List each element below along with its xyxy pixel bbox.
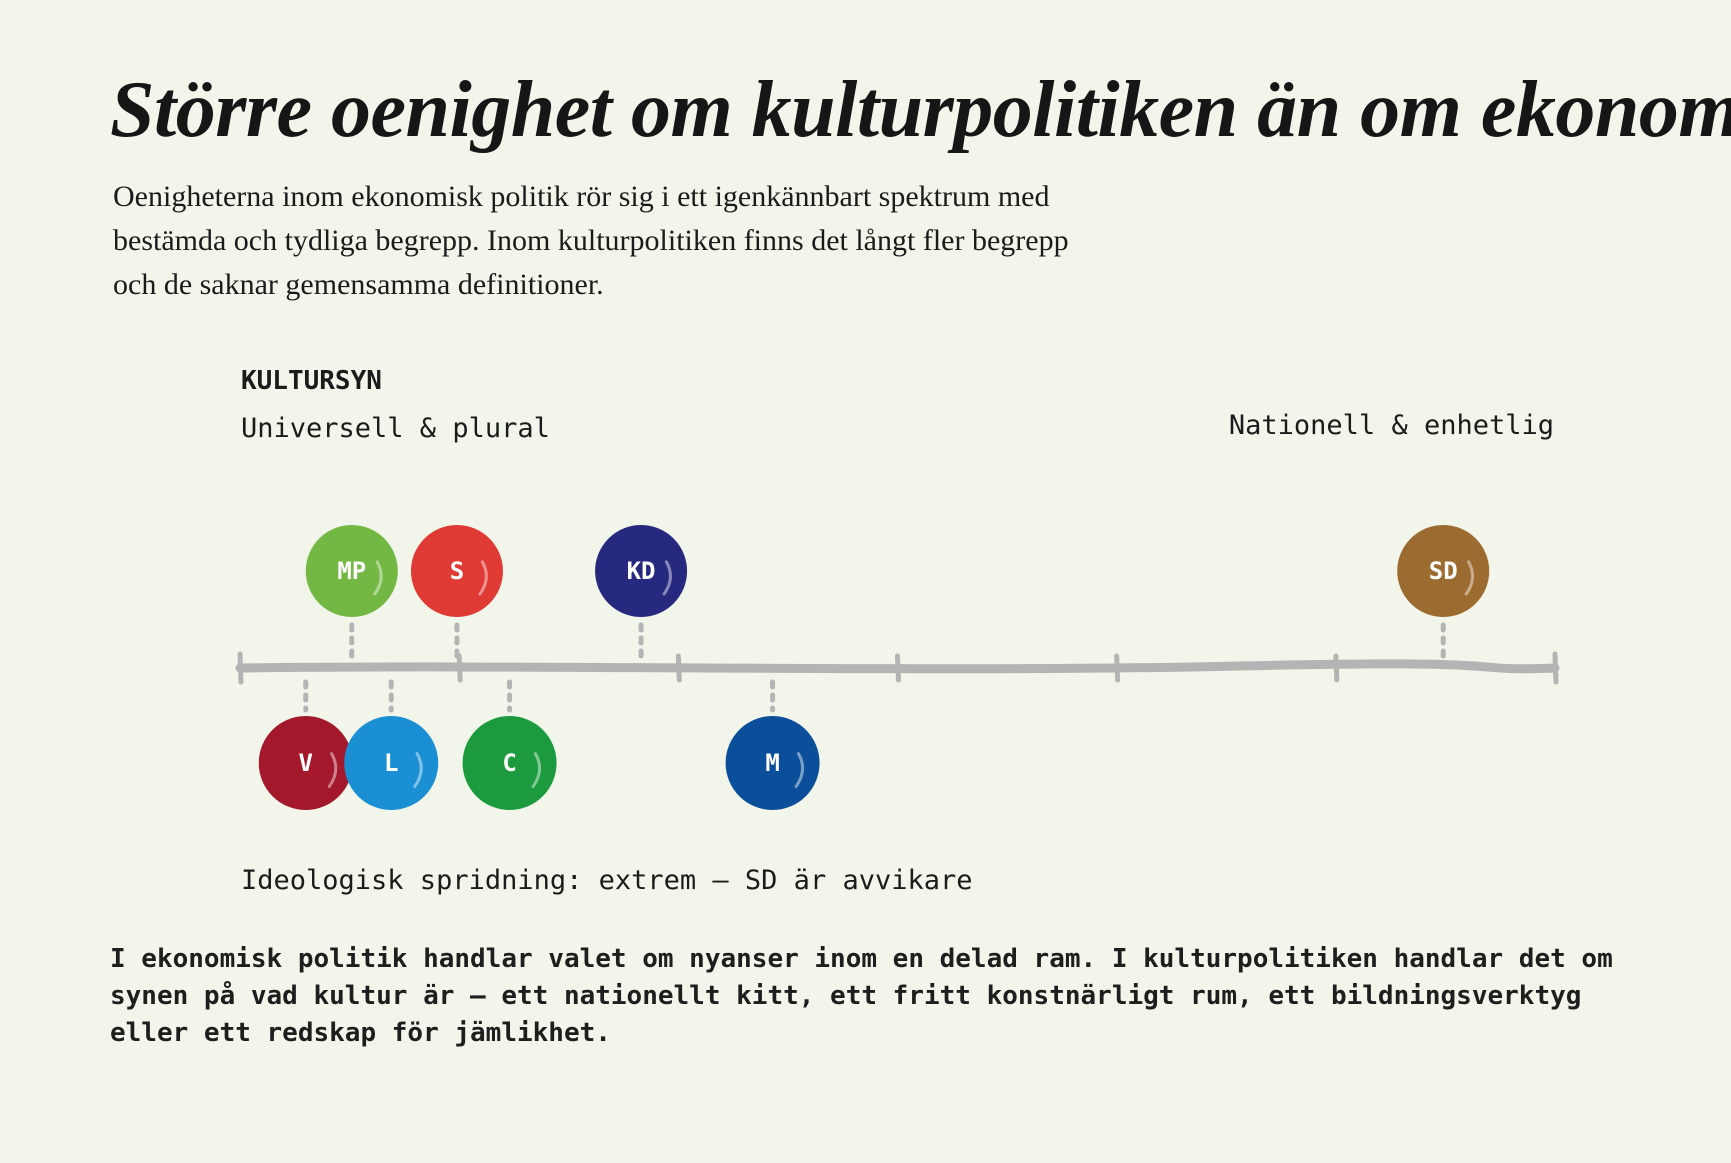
party-label: C (502, 749, 516, 777)
party-label: KD (627, 557, 656, 585)
axis-heading: KULTURSYN (241, 366, 382, 396)
scale-tick (456, 653, 463, 683)
party-dot (344, 716, 439, 810)
spread-note: Ideologisk spridning: extrem — SD är avv… (241, 865, 973, 896)
party-marker-c: C (462, 679, 557, 810)
party-dot-highlight (1464, 560, 1475, 596)
party-dot (462, 716, 557, 810)
party-dot-highlight (478, 560, 488, 596)
party-label: L (384, 749, 398, 777)
party-marker-s: S (410, 525, 503, 659)
scale-tick (1114, 653, 1121, 683)
party-marker-m: M (725, 679, 820, 810)
page-title: Större oenighet om kulturpolitiken än om… (110, 66, 1731, 154)
party-label: SD (1429, 557, 1458, 585)
party-dot (1397, 525, 1490, 617)
party-dot (725, 716, 820, 810)
party-dot-highlight (327, 752, 338, 788)
party-dot-highlight (531, 752, 542, 788)
lead-paragraph: Oenigheterna inom ekonomisk politik rör … (113, 180, 1069, 301)
left-pole-label: Universell & plural (241, 413, 550, 444)
party-dot (410, 525, 503, 617)
right-pole-label: Nationell & enhetlig (1228, 410, 1554, 441)
party-dot-highlight (413, 752, 423, 788)
party-marker-sd: SD (1397, 525, 1490, 659)
party-label: M (765, 749, 779, 777)
party-dot (305, 525, 398, 617)
party-dot-highlight (373, 560, 383, 596)
party-marker-l: L (344, 679, 439, 810)
party-dot (595, 525, 688, 617)
scale-tick (237, 651, 244, 685)
scale-tick (675, 653, 682, 683)
party-label: V (299, 749, 313, 777)
party-dot-highlight (662, 560, 672, 596)
scale-tick (1333, 653, 1340, 683)
party-label: S (450, 557, 464, 585)
party-marker-mp: MP (305, 525, 398, 659)
party-marker-kd: KD (595, 525, 688, 659)
scale-axis-line (235, 659, 1560, 674)
party-dot (258, 716, 353, 810)
party-label: MP (337, 557, 366, 585)
scale-tick (1552, 651, 1559, 685)
party-marker-v: V (258, 679, 353, 810)
party-dot-highlight (794, 752, 805, 788)
scale-tick (895, 653, 901, 683)
footer-paragraph: I ekonomisk politik handlar valet om nya… (110, 944, 1613, 1048)
